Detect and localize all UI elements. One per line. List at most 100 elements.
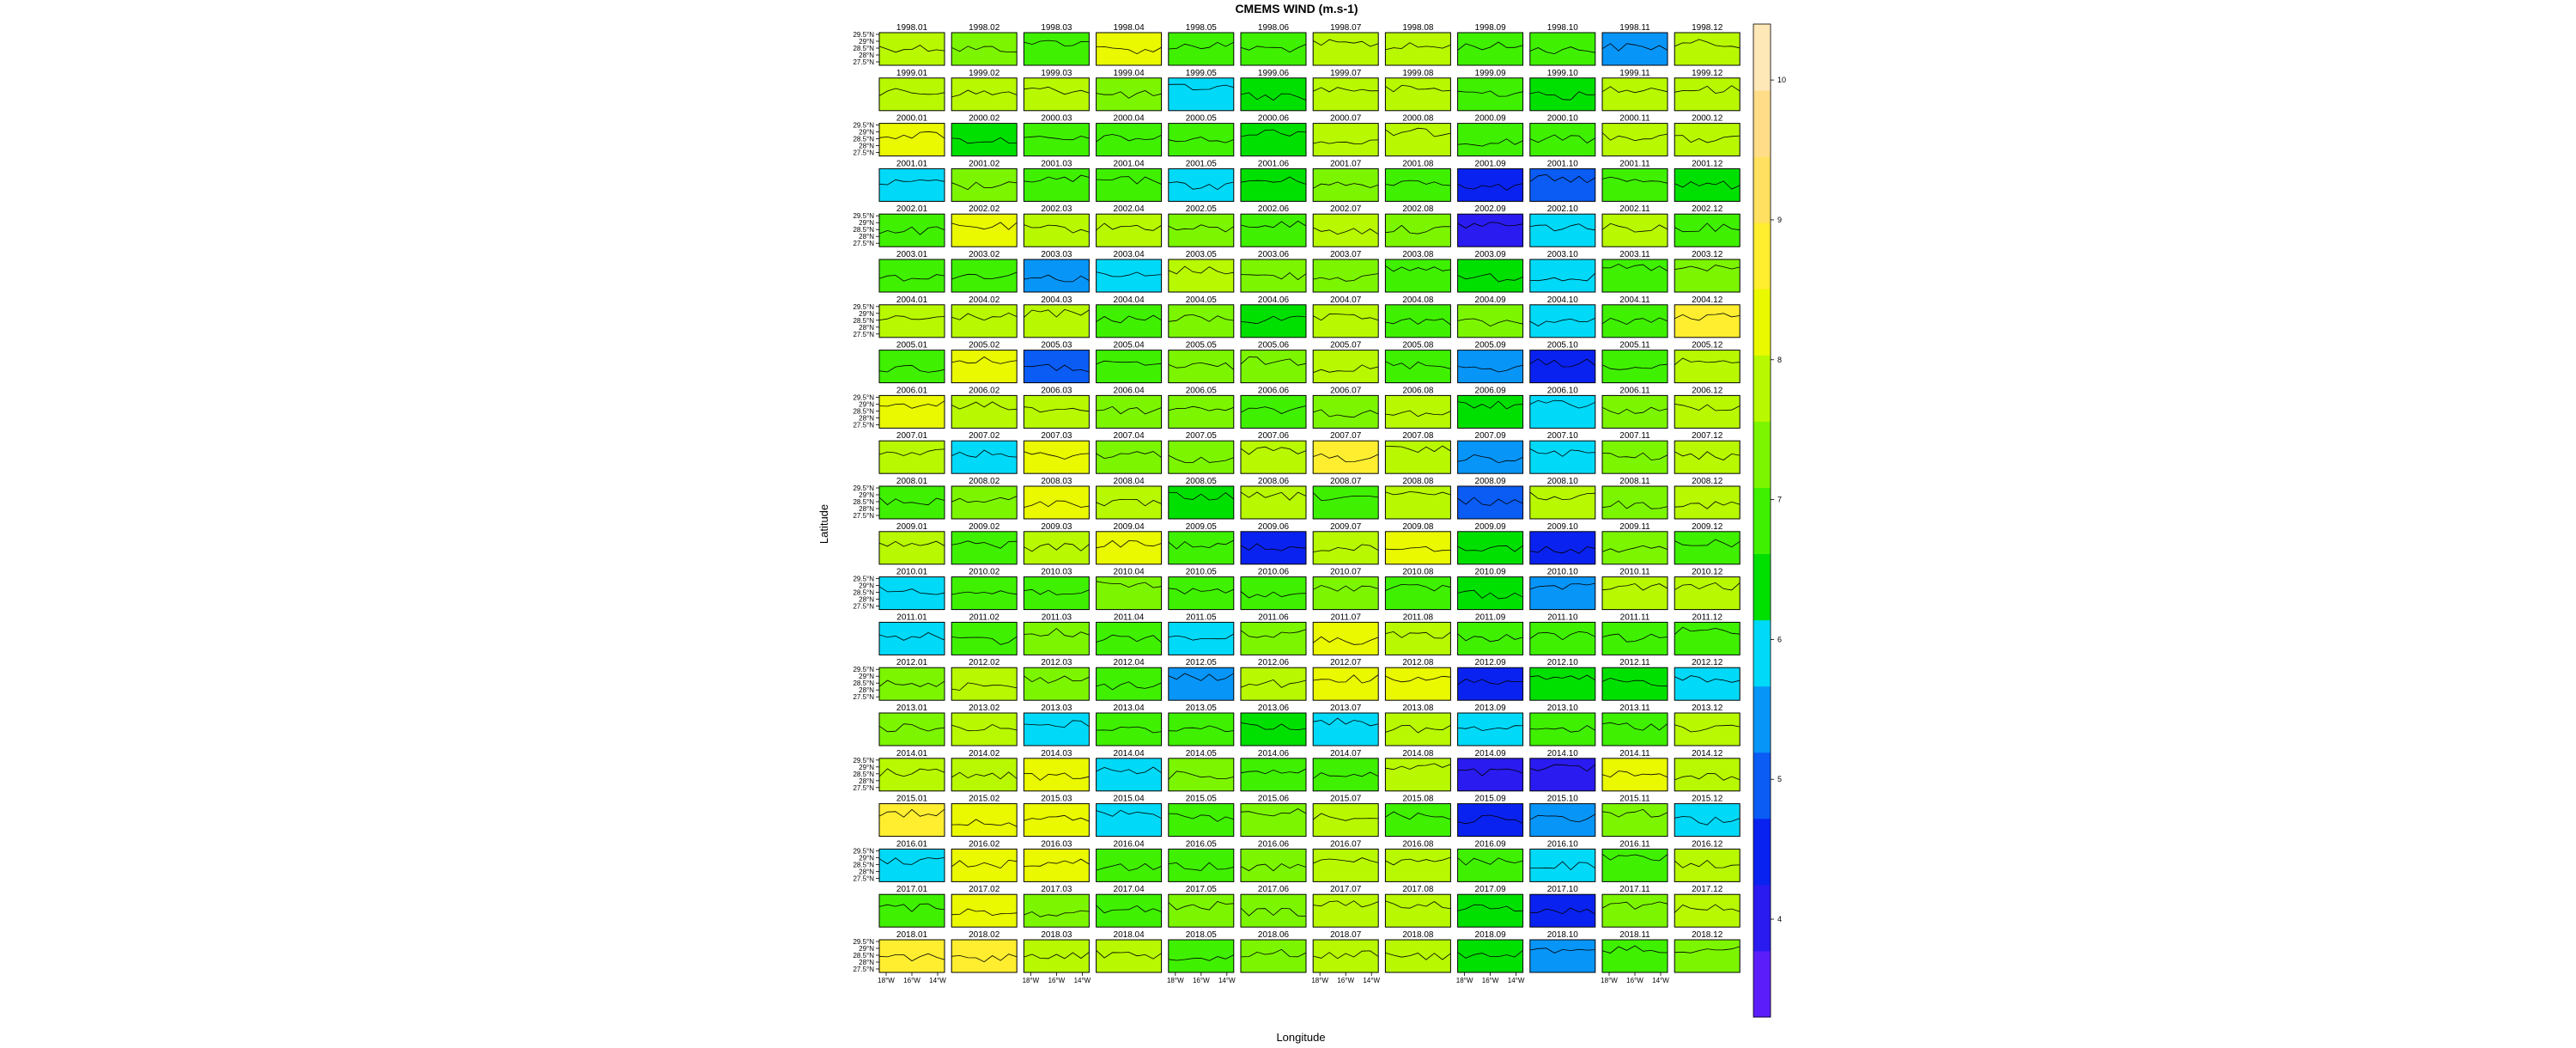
map-panel: 2002.02 (951, 204, 1018, 247)
panel-fill (1601, 77, 1668, 112)
panel-contour (878, 448, 945, 456)
panel-label: 2003.01 (896, 250, 928, 259)
panel-label: 2010.12 (1692, 568, 1723, 577)
panel-label: 1999.12 (1692, 69, 1723, 78)
panel-label: 2016.07 (1330, 839, 1362, 849)
map-panel: 2010.06 (1240, 568, 1307, 611)
panel-label: 2012.12 (1692, 658, 1723, 667)
map-panel: 2011.08 (1384, 612, 1451, 655)
map-panel: 2008.12 (1674, 477, 1741, 520)
panel-label: 2008.02 (969, 477, 1000, 486)
y-tick-label: 29.5°N (853, 303, 874, 311)
panel-label: 2006.09 (1475, 386, 1507, 395)
y-tick-label: 29.5°N (853, 757, 874, 765)
panel-label: 2016.09 (1475, 839, 1507, 849)
panel-label: 2000.03 (1041, 114, 1072, 124)
panel-label: 1998.09 (1475, 23, 1507, 33)
panel-contour (1168, 314, 1234, 322)
map-panel: 2001.05 (1168, 159, 1235, 202)
panel-fill (1674, 32, 1741, 66)
panel-label: 1999.04 (1114, 69, 1145, 78)
panel-contour (1674, 816, 1741, 826)
panel-contour (1096, 905, 1162, 914)
panel-label: 2000.01 (896, 114, 928, 124)
panel-contour (1313, 364, 1379, 374)
x-axis-label: Longitude (1276, 1031, 1325, 1044)
panel-contour (1240, 543, 1307, 551)
y-tick-label: 29°N (859, 38, 874, 46)
panel-contour (1096, 862, 1162, 871)
panel-label: 2005.12 (1692, 341, 1723, 350)
panel-fill (1023, 531, 1090, 565)
panel-label: 2002.01 (896, 204, 928, 214)
panel-contour (1096, 271, 1162, 277)
colorbar-tick-label: 10 (1777, 76, 1786, 84)
map-panel: 2018.05 (1168, 930, 1235, 973)
y-tick-label: 28.5°N (853, 771, 874, 778)
map-panel: 1999.12 (1674, 69, 1741, 112)
panel-label: 2006.08 (1402, 386, 1434, 395)
panel-contour (1168, 83, 1234, 91)
panel-fill (1674, 531, 1741, 565)
panel-fill (1168, 77, 1235, 112)
map-panel: 1998.07 (1312, 23, 1379, 66)
panel-contour (1168, 181, 1234, 191)
panel-contour (1529, 582, 1595, 590)
panel-fill (1023, 758, 1090, 792)
panel-label: 2002.04 (1114, 204, 1145, 214)
panel-fill (1240, 621, 1307, 655)
map-panel: 2005.11 (1601, 341, 1668, 384)
map-panel: 2000.06 (1240, 114, 1307, 157)
map-panel: 2013.10 (1529, 704, 1596, 746)
panel-fill (1312, 394, 1379, 429)
panel-contour (1240, 768, 1307, 775)
panel-fill (1601, 712, 1668, 746)
panel-contour (1601, 901, 1668, 910)
panel-label: 1999.03 (1041, 69, 1072, 78)
panel-fill (1168, 667, 1235, 701)
map-panel: 2004.03 (1023, 296, 1090, 338)
panel-contour (1240, 356, 1307, 366)
map-panel: 2015.09 (1457, 795, 1524, 838)
panel-contour (1529, 358, 1596, 368)
map-panel: 2000.04 (1096, 114, 1163, 157)
map-panel: 2001.02 (951, 159, 1018, 202)
panel-label: 2013.01 (896, 704, 928, 713)
panel-label: 2005.02 (969, 341, 1000, 350)
map-panel: 1999.05 (1168, 69, 1235, 112)
panel-contour (1674, 222, 1741, 233)
panel-fill (1023, 394, 1090, 429)
panel-label: 2013.09 (1475, 704, 1507, 713)
map-panel: 2004.11 (1601, 296, 1668, 338)
panel-fill (878, 758, 945, 792)
panel-contour (1313, 950, 1379, 960)
panel-contour (1674, 539, 1741, 548)
panel-label: 2009.09 (1475, 522, 1507, 532)
map-panel: 2012.02 (951, 658, 1018, 701)
panel-label: 2012.04 (1114, 658, 1145, 667)
y-tick-label: 29.5°N (853, 122, 874, 130)
panel-contour (1385, 631, 1451, 639)
panel-label: 2008.07 (1330, 477, 1362, 486)
panel-contour (951, 137, 1018, 144)
map-panel: 1998.11 (1601, 23, 1668, 66)
map-panel: 2007.04 (1096, 431, 1163, 474)
map-panel: 2000.01 (878, 114, 945, 157)
map-panel: 2012.06 (1240, 658, 1307, 701)
panel-contour (1529, 318, 1595, 326)
panel-fill (1601, 893, 1668, 928)
panel-fill (1168, 168, 1235, 202)
panel-contour (878, 723, 945, 733)
y-tick-label: 28°N (859, 596, 874, 604)
panel-fill (1384, 77, 1451, 112)
map-panel: 2002.01 (878, 204, 945, 247)
panel-label: 2000.04 (1114, 114, 1145, 124)
panel-contour (1674, 135, 1741, 143)
y-tick-label: 29.5°N (853, 212, 874, 220)
panel-fill (1240, 168, 1307, 202)
panel-label: 2014.07 (1330, 749, 1362, 759)
map-panel: 2003.06 (1240, 250, 1307, 293)
map-panel: 2001.08 (1384, 159, 1451, 202)
panel-fill (878, 350, 945, 384)
panel-fill (1601, 350, 1668, 384)
